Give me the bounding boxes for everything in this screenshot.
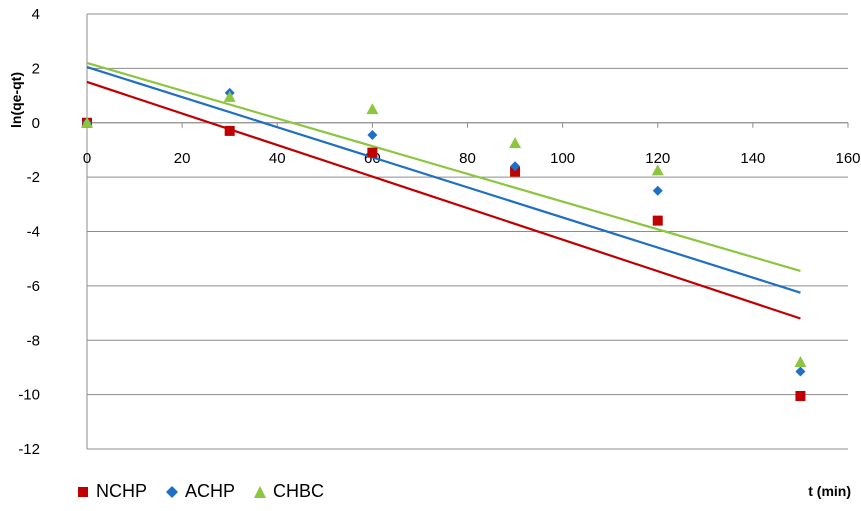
data-point-nchp <box>224 125 235 136</box>
y-tick-label: -12 <box>18 441 40 458</box>
data-point-achp <box>652 185 663 196</box>
y-tick-label: -6 <box>27 278 40 295</box>
data-point-achp <box>795 366 806 377</box>
trendline-chbc <box>86 61 801 272</box>
legend-item-nchp: NCHP <box>76 481 147 502</box>
data-point-chbc <box>81 116 93 128</box>
data-point-nchp <box>795 390 806 401</box>
trendlines <box>86 61 801 320</box>
legend-label-achp: ACHP <box>185 481 236 501</box>
x-tick-label: 140 <box>740 150 765 167</box>
legend-square-marker <box>78 486 88 497</box>
x-tick-label: 160 <box>835 150 860 167</box>
data-point-nchp <box>367 147 378 158</box>
data-point-nchp <box>652 215 663 226</box>
legend-item-achp: ACHP <box>165 481 235 502</box>
data-point-chbc <box>509 137 522 149</box>
x-tick-label: 80 <box>459 150 476 167</box>
y-axis-label-box: ln(qe-qt) <box>6 50 26 150</box>
data-point-chbc <box>794 356 807 367</box>
legend-item-chbc: CHBC <box>253 481 324 502</box>
trendline-achp <box>86 65 801 294</box>
x-axis-label: t (min) <box>808 483 851 499</box>
y-axis-label: ln(qe-qt) <box>8 72 24 128</box>
data-point-chbc <box>223 90 236 102</box>
x-tick-label: 120 <box>645 150 670 167</box>
y-tick-label: 0 <box>32 115 40 132</box>
x-tick-label: 20 <box>174 150 191 167</box>
x-tick-label: 100 <box>550 150 575 167</box>
x-tick-label: 40 <box>269 150 286 167</box>
y-tick-label: -10 <box>18 387 40 404</box>
y-tick-label: -2 <box>27 169 40 186</box>
y-tick-label: -4 <box>27 224 40 241</box>
x-tick-label: 0 <box>83 150 91 167</box>
y-tick-label: 2 <box>32 60 40 77</box>
data-point-chbc <box>366 103 379 115</box>
legend: NCHP ACHP CHBC <box>76 481 324 502</box>
legend-label-nchp: NCHP <box>96 481 148 501</box>
legend-label-chbc: CHBC <box>273 481 325 501</box>
gridlines <box>87 13 848 450</box>
data-points <box>81 87 807 401</box>
data-point-nchp <box>510 166 521 177</box>
y-tick-label: 4 <box>32 6 40 23</box>
tick-labels: 420-2-4-6-8-10-12020406080100120140160 <box>18 6 860 458</box>
data-point-achp <box>367 129 378 140</box>
data-point-chbc <box>651 164 664 176</box>
data-point-achp <box>510 161 521 172</box>
trendline-nchp <box>86 80 801 320</box>
legend-diamond-marker <box>166 485 179 498</box>
legend-triangle-marker <box>254 485 267 498</box>
y-tick-label: -8 <box>27 332 40 349</box>
